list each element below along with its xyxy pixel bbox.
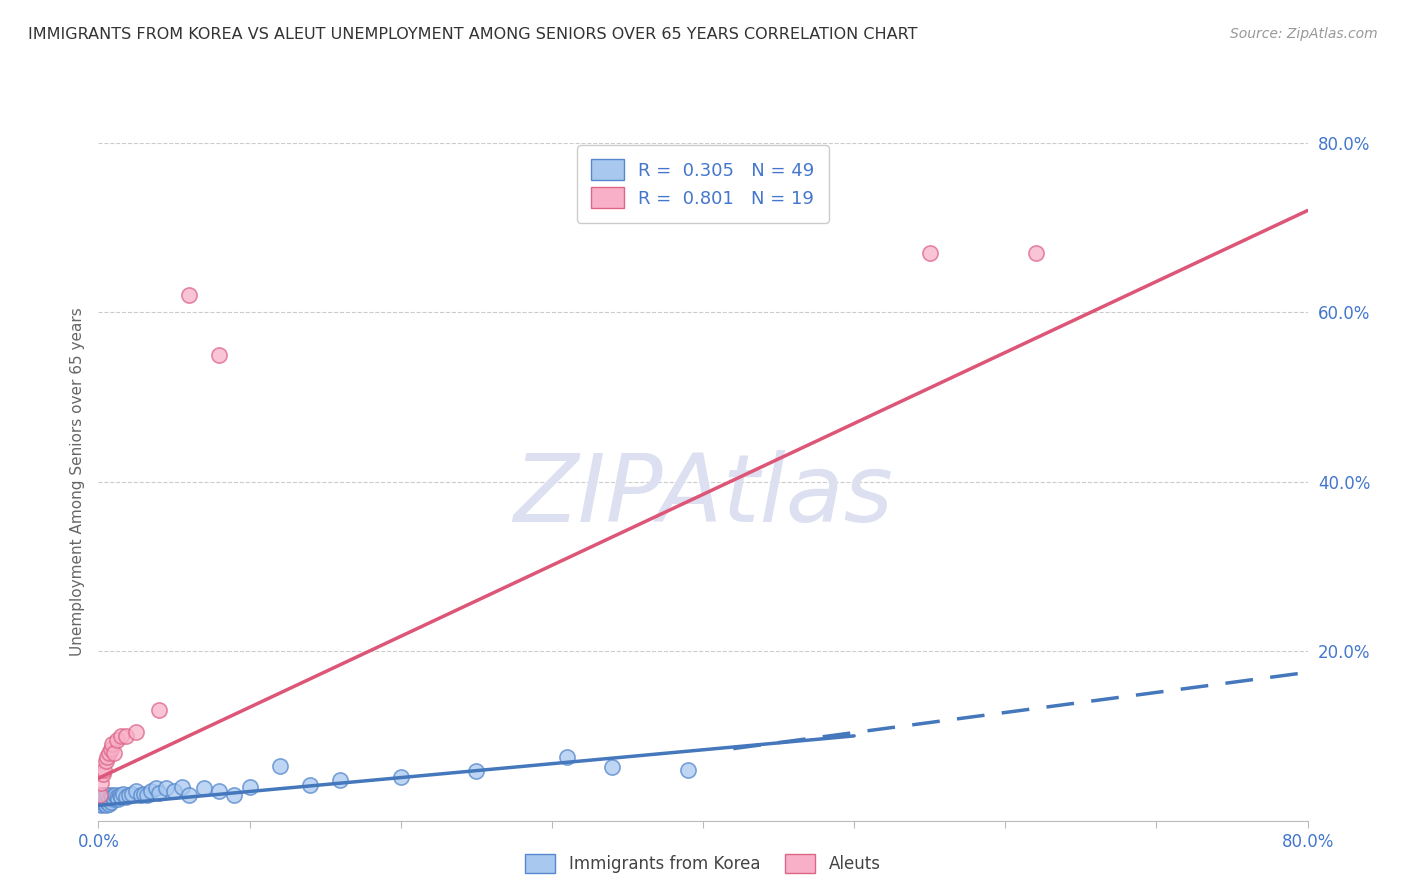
Point xyxy=(676,763,699,777)
Point xyxy=(177,288,201,302)
Point xyxy=(89,789,111,803)
Point xyxy=(101,789,124,804)
Point xyxy=(100,795,122,809)
Point xyxy=(135,789,157,803)
Point xyxy=(389,770,412,784)
Legend: Immigrants from Korea, Aleuts: Immigrants from Korea, Aleuts xyxy=(519,847,887,880)
Point xyxy=(208,347,231,362)
Point xyxy=(107,792,129,806)
Point xyxy=(111,787,134,801)
Point xyxy=(100,741,122,756)
Point xyxy=(96,750,118,764)
Point xyxy=(93,797,115,811)
Point xyxy=(118,789,141,803)
Point xyxy=(132,787,155,801)
Point xyxy=(129,789,152,803)
Point xyxy=(104,789,127,803)
Point xyxy=(105,733,128,747)
Point xyxy=(98,792,121,806)
Point xyxy=(93,763,115,777)
Point xyxy=(465,764,488,779)
Point xyxy=(269,758,291,772)
Point xyxy=(94,792,117,806)
Point xyxy=(105,789,128,804)
Point xyxy=(177,789,201,803)
Point xyxy=(89,797,111,811)
Point xyxy=(90,792,112,806)
Point xyxy=(125,784,148,798)
Point xyxy=(114,729,136,743)
Y-axis label: Unemployment Among Seniors over 65 years: Unemployment Among Seniors over 65 years xyxy=(69,308,84,656)
Point xyxy=(148,786,170,800)
Point xyxy=(555,750,578,764)
Point xyxy=(918,245,941,260)
Point xyxy=(90,798,112,813)
Point xyxy=(103,746,125,760)
Point xyxy=(224,789,246,803)
Point xyxy=(90,775,112,789)
Point xyxy=(148,703,170,717)
Point xyxy=(110,729,132,743)
Point xyxy=(94,755,117,769)
Point xyxy=(98,746,121,760)
Point xyxy=(193,781,215,796)
Point xyxy=(93,789,115,804)
Point xyxy=(170,780,193,794)
Point xyxy=(110,789,132,804)
Point xyxy=(1024,245,1046,260)
Point xyxy=(141,784,163,798)
Text: Source: ZipAtlas.com: Source: ZipAtlas.com xyxy=(1230,27,1378,41)
Text: IMMIGRANTS FROM KOREA VS ALEUT UNEMPLOYMENT AMONG SENIORS OVER 65 YEARS CORRELAT: IMMIGRANTS FROM KOREA VS ALEUT UNEMPLOYM… xyxy=(28,27,918,42)
Point xyxy=(91,767,114,781)
Point xyxy=(125,724,148,739)
Point xyxy=(96,795,118,809)
Point xyxy=(155,781,177,796)
Point xyxy=(91,789,114,803)
Point xyxy=(101,737,124,751)
Point xyxy=(145,781,167,796)
Point xyxy=(98,797,121,811)
Point xyxy=(239,780,262,794)
Point xyxy=(208,784,231,798)
Point xyxy=(103,792,125,806)
Point xyxy=(329,772,352,787)
Text: ZIPAtlas: ZIPAtlas xyxy=(513,450,893,541)
Point xyxy=(299,778,322,792)
Point xyxy=(163,784,186,798)
Point xyxy=(94,798,117,813)
Point xyxy=(602,760,624,774)
Point xyxy=(114,789,136,804)
Point xyxy=(91,795,114,809)
Point xyxy=(100,789,122,803)
Point xyxy=(121,787,143,801)
Point xyxy=(108,789,131,803)
Point xyxy=(96,789,118,803)
